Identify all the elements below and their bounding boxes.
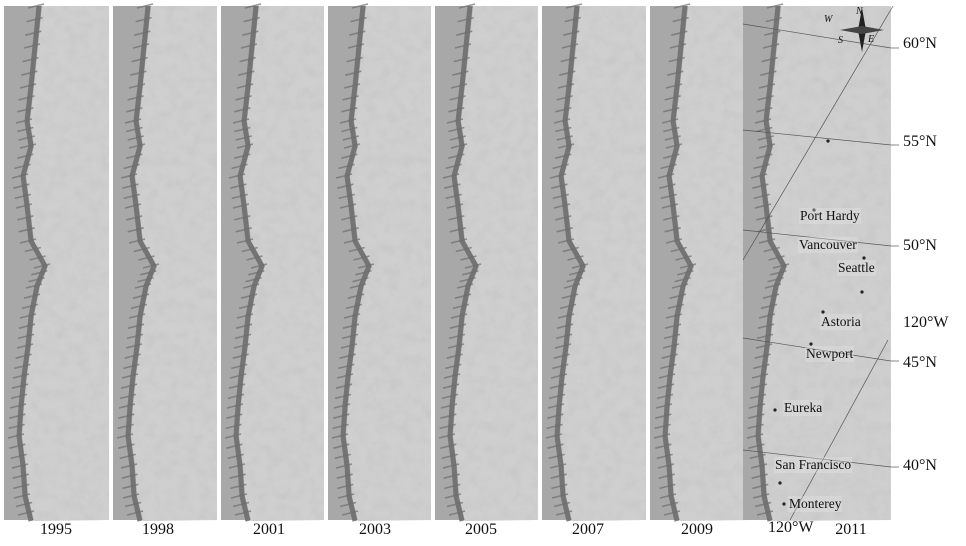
year-label-2003: 2003 bbox=[359, 521, 391, 538]
year-label-2009: 2009 bbox=[681, 521, 713, 538]
latitude-label-55: 55°N bbox=[903, 133, 937, 150]
city-dot bbox=[821, 310, 825, 314]
map-panel-2001 bbox=[221, 3, 328, 522]
year-label-2007: 2007 bbox=[572, 521, 604, 538]
city-dot bbox=[860, 290, 864, 294]
year-label-1995: 1995 bbox=[40, 521, 72, 538]
city-dot bbox=[782, 502, 786, 506]
compass-rose bbox=[840, 8, 884, 52]
map-panel-1998 bbox=[113, 3, 221, 522]
year-label-2011: 2011 bbox=[835, 521, 867, 538]
map-panel-2009 bbox=[650, 3, 754, 522]
latitude-label-50: 50°N bbox=[903, 237, 937, 254]
latitude-label-40: 40°N bbox=[903, 457, 937, 474]
city-label-vancouver: Vancouver bbox=[798, 237, 858, 253]
city-label-san-francisco: San Francisco bbox=[774, 457, 853, 473]
city-label-eureka: Eureka bbox=[783, 400, 824, 416]
latitude-label-45: 45°N bbox=[903, 354, 937, 371]
city-dot bbox=[773, 408, 777, 412]
city-dot bbox=[809, 342, 813, 346]
map-panel-1995 bbox=[4, 3, 113, 522]
compass-north-label: N bbox=[856, 6, 863, 17]
city-label-monterey: Monterey bbox=[788, 496, 843, 512]
city-label-astoria: Astoria bbox=[820, 314, 862, 330]
map-panel-2005 bbox=[435, 3, 542, 522]
graticule bbox=[742, 5, 899, 521]
longitude-label-right: 120°W bbox=[903, 314, 949, 331]
city-dot bbox=[812, 208, 816, 212]
compass-south-label: S bbox=[838, 35, 843, 46]
city-label-seattle: Seattle bbox=[837, 260, 876, 276]
compass-east-label: E bbox=[868, 34, 875, 45]
city-dot bbox=[862, 256, 866, 260]
year-label-1998: 1998 bbox=[142, 521, 174, 538]
longitude-label-bottom: 120°W bbox=[768, 519, 814, 536]
year-label-2005: 2005 bbox=[465, 521, 497, 538]
latitude-label-60: 60°N bbox=[903, 35, 937, 52]
map-panel-2011 bbox=[743, 3, 895, 522]
city-label-newport: Newport bbox=[805, 346, 855, 362]
compass-west-label: W bbox=[824, 14, 833, 25]
city-label-port-hardy: Port Hardy bbox=[799, 208, 861, 224]
city-dot bbox=[778, 481, 782, 485]
year-label-2001: 2001 bbox=[253, 521, 285, 538]
map-panel-2007 bbox=[542, 3, 650, 522]
map-panel-2003 bbox=[328, 3, 435, 522]
city-dot bbox=[826, 139, 830, 143]
